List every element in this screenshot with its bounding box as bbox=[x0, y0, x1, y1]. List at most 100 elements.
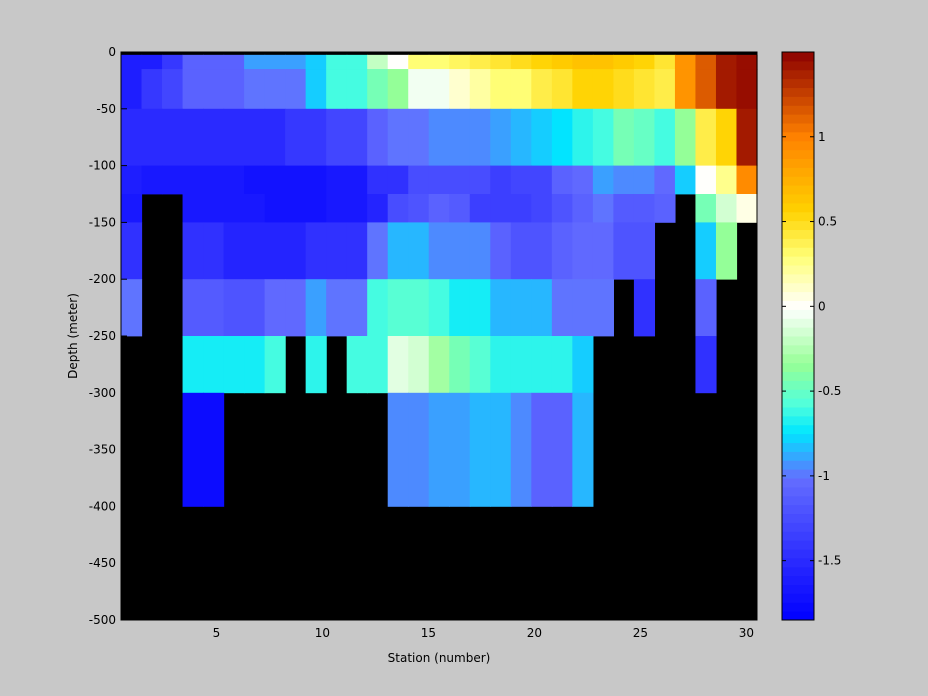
heatmap-cell bbox=[469, 222, 491, 280]
heatmap-cell bbox=[367, 108, 389, 166]
colorbar-segment bbox=[782, 540, 814, 550]
colorbar-segment bbox=[782, 291, 814, 302]
axes: 5 10 15 20 25 30 0 -50 -100 -150 -200 -250 -300 -350 -… bbox=[89, 45, 758, 640]
heatmap-cell bbox=[346, 165, 368, 195]
heatmap-cell bbox=[203, 279, 225, 337]
heatmap-cell bbox=[326, 165, 348, 195]
heatmap-cell bbox=[387, 336, 409, 394]
heatmap-cell bbox=[449, 108, 471, 166]
heatmap-cell bbox=[469, 392, 491, 507]
heatmap-cell bbox=[613, 165, 635, 195]
heatmap-cell bbox=[121, 69, 143, 110]
heatmap-cell bbox=[449, 392, 471, 507]
heatmap-cell bbox=[736, 69, 758, 110]
heatmap-cell bbox=[244, 279, 266, 337]
heatmap-cell bbox=[428, 54, 450, 70]
heatmap-cell bbox=[367, 165, 389, 195]
colorbar-segment bbox=[782, 336, 814, 346]
heatmap-cell bbox=[244, 194, 266, 223]
heatmap-cell bbox=[408, 54, 430, 70]
colorbar-segment bbox=[782, 282, 814, 293]
heatmap-cell bbox=[469, 279, 491, 337]
heatmap-cell bbox=[490, 54, 512, 70]
heatmap-cell bbox=[613, 194, 635, 223]
colorbar-segment bbox=[782, 87, 814, 97]
heatmap-cell bbox=[572, 69, 594, 110]
heatmap-cell bbox=[572, 194, 594, 223]
y-tick-label: -350 bbox=[89, 443, 116, 457]
colorbar-segment bbox=[782, 495, 814, 506]
heatmap-cell bbox=[162, 69, 184, 110]
colorbar-segment bbox=[782, 158, 814, 168]
heatmap-cell bbox=[326, 54, 348, 70]
heatmap-cell bbox=[633, 165, 656, 195]
heatmap-cell bbox=[264, 222, 286, 280]
heatmap-cell bbox=[695, 108, 717, 166]
heatmap-cell bbox=[203, 194, 225, 223]
y-tick-label: -300 bbox=[89, 386, 116, 400]
heatmap-cell bbox=[510, 279, 532, 337]
heatmap-cell bbox=[572, 392, 594, 507]
colorbar-segment bbox=[782, 389, 814, 399]
heatmap-cell bbox=[490, 336, 512, 394]
heatmap-cell bbox=[223, 69, 245, 110]
colorbar-segment bbox=[782, 353, 814, 364]
colorbar-segment bbox=[782, 566, 814, 577]
heatmap-cell bbox=[613, 54, 635, 70]
heatmap-cell bbox=[695, 54, 717, 70]
colorbar-segment bbox=[782, 327, 814, 337]
colorbar-segment bbox=[782, 557, 814, 568]
colorbar-segment bbox=[782, 265, 814, 275]
colorbar-segment bbox=[782, 185, 814, 195]
heatmap-cell bbox=[469, 336, 491, 394]
y-tick-label: -400 bbox=[89, 499, 116, 513]
heatmap-cell bbox=[264, 336, 286, 394]
colorbar-segment bbox=[782, 478, 814, 488]
heatmap-cell bbox=[285, 194, 307, 223]
heatmap-cell bbox=[428, 165, 450, 195]
heatmap-cell bbox=[285, 69, 307, 110]
heatmap-cell bbox=[654, 194, 676, 223]
colorbar-segment bbox=[782, 451, 814, 461]
heatmap-cell bbox=[305, 69, 327, 110]
heatmap-cell bbox=[244, 69, 266, 110]
heatmap-cell bbox=[203, 222, 225, 280]
heatmap-cell bbox=[490, 279, 512, 337]
heatmap-cell bbox=[203, 108, 225, 166]
heatmap-cell bbox=[121, 54, 143, 70]
heatmap-cell bbox=[510, 69, 532, 110]
heatmap-cell bbox=[326, 108, 348, 166]
heatmap-cell bbox=[572, 222, 594, 280]
heatmap-cell bbox=[551, 194, 573, 223]
heatmap-cell bbox=[182, 194, 204, 223]
colorbar: 1 0.5 0 -0.5 -1 -1.5 bbox=[781, 51, 841, 621]
heatmap-cell bbox=[695, 69, 717, 110]
colorbar-segment bbox=[782, 140, 814, 151]
colorbar-segment bbox=[782, 398, 814, 408]
heatmap-cell bbox=[223, 194, 245, 223]
heatmap-cell bbox=[592, 165, 614, 195]
heatmap-cell bbox=[428, 222, 450, 280]
heatmap-cell bbox=[469, 69, 491, 110]
x-tick-label: 15 bbox=[421, 626, 436, 640]
heatmap-cell bbox=[346, 69, 368, 110]
heatmap-cell bbox=[387, 108, 409, 166]
heatmap-cell bbox=[326, 194, 348, 223]
heatmap-cell bbox=[346, 336, 368, 394]
heatmap-cell bbox=[715, 108, 738, 166]
heatmap-cell bbox=[510, 222, 532, 280]
heatmap-cell bbox=[408, 165, 430, 195]
colorbar-segment bbox=[782, 593, 814, 603]
heatmap-cell bbox=[449, 336, 471, 394]
heatmap-cell bbox=[346, 279, 368, 337]
colorbar-segment bbox=[782, 442, 814, 452]
heatmap-cell bbox=[592, 279, 614, 337]
colorbar-segment bbox=[782, 256, 814, 266]
heatmap-cell bbox=[592, 69, 614, 110]
x-axis-label: Station (number) bbox=[388, 651, 491, 665]
heatmap-cell bbox=[736, 165, 758, 195]
heatmap-cell bbox=[531, 165, 553, 195]
heatmap-cell bbox=[408, 336, 430, 394]
heatmap-cell bbox=[264, 165, 286, 195]
